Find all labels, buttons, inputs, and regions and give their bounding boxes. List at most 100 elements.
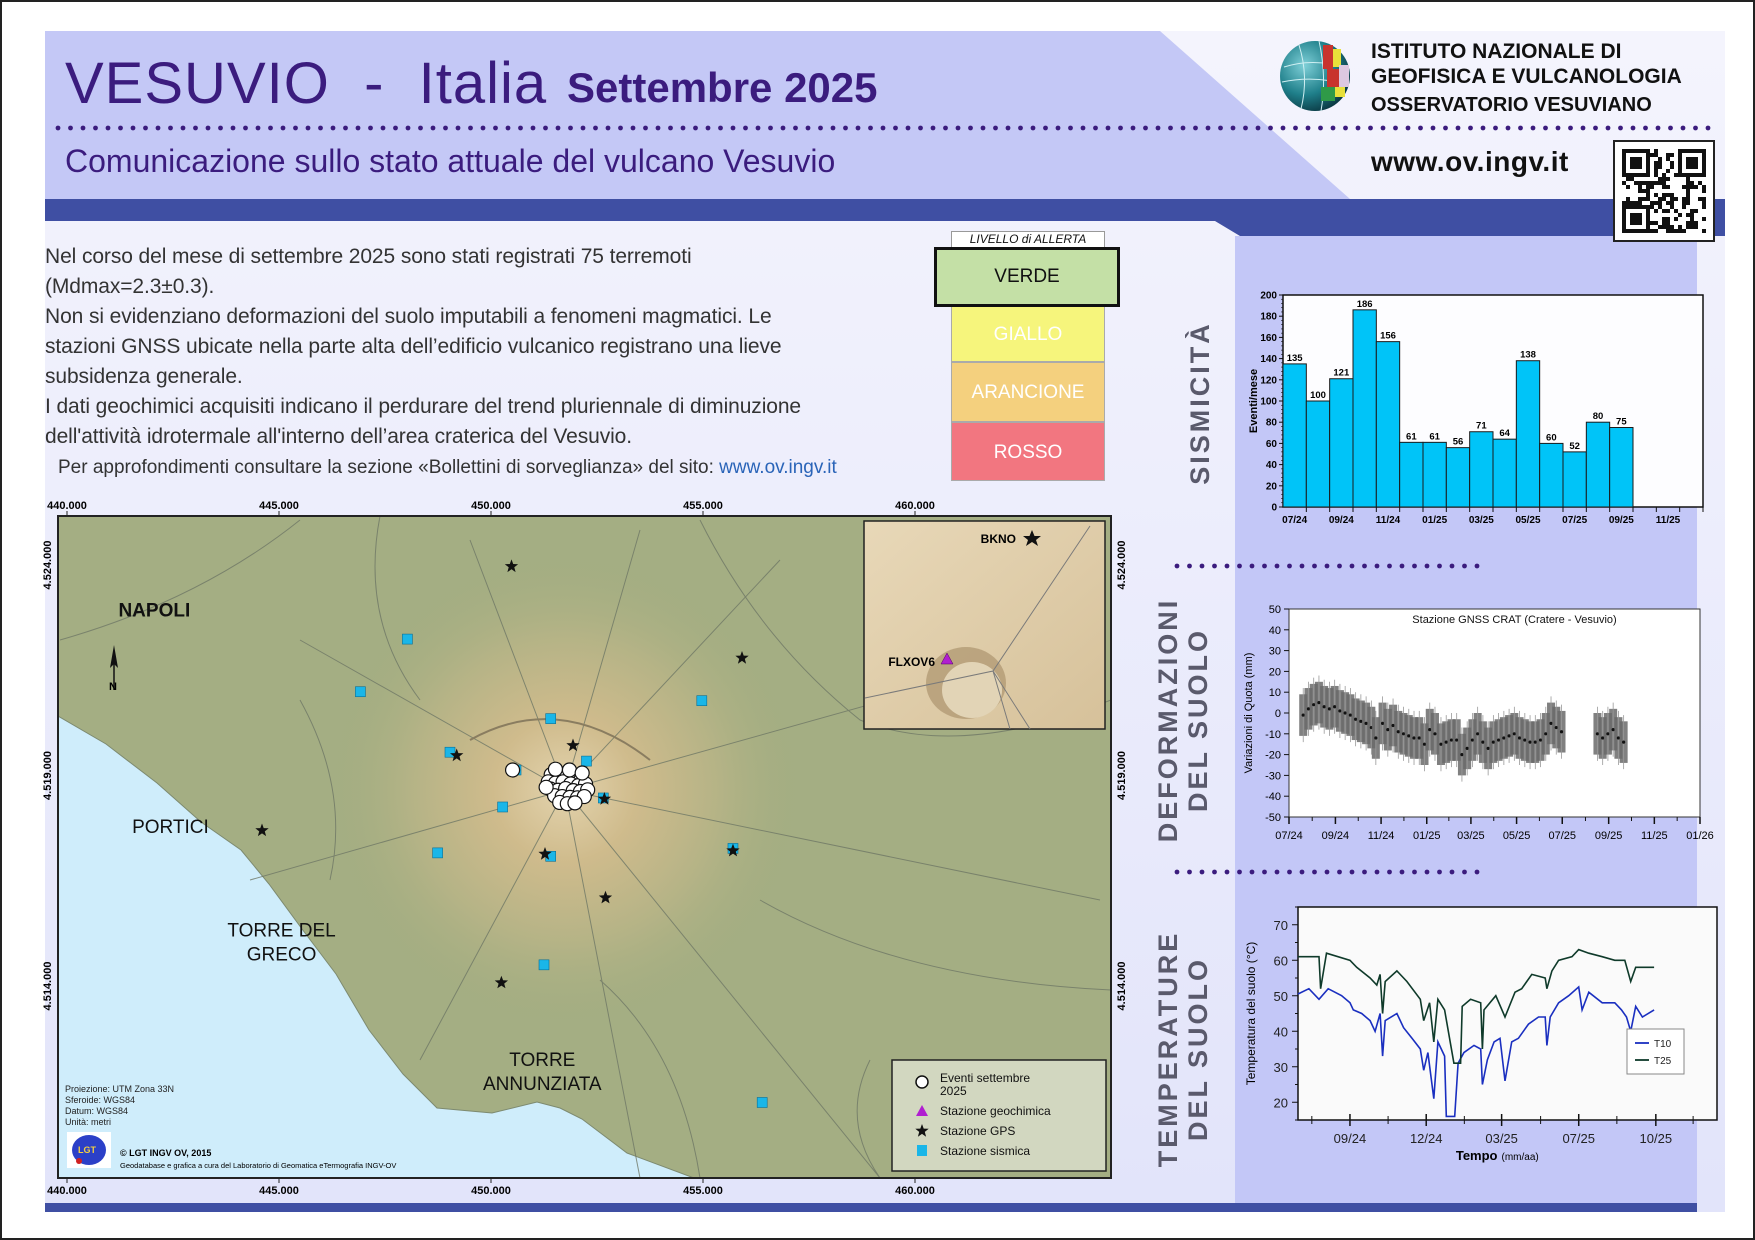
divider-dot <box>1418 125 1423 131</box>
qr-module <box>1654 173 1658 177</box>
earthquake-event-marker[interactable] <box>567 795 583 811</box>
divider-dot <box>580 125 586 131</box>
qr-module <box>1694 225 1698 229</box>
divider-dot <box>818 125 823 131</box>
data-point <box>1507 734 1511 738</box>
divider-dot <box>955 125 961 131</box>
y-tick-label: 80 <box>1266 418 1278 429</box>
gps-station-icon[interactable] <box>450 748 464 762</box>
qr-module <box>1666 157 1670 161</box>
qr-module <box>1634 201 1638 205</box>
data-point <box>1317 701 1321 705</box>
divider-dot <box>730 125 736 131</box>
alert-level-label: LIVELLO di ALLERTA <box>951 231 1105 248</box>
data-point <box>1444 740 1448 744</box>
divider-dot <box>1368 125 1373 131</box>
gps-station-icon[interactable] <box>598 890 613 904</box>
divider-dot <box>680 125 686 131</box>
gnss-point-2024-11-24 <box>1394 704 1403 759</box>
gps-station-icon[interactable] <box>494 975 508 989</box>
seismic-station-icon[interactable] <box>696 695 708 706</box>
qr-module <box>1694 209 1698 213</box>
divider-dot <box>1449 563 1455 569</box>
divider-dot <box>593 125 598 131</box>
y-tick-label: 60 <box>1274 953 1288 968</box>
divider-dot <box>1180 125 1186 131</box>
qr-module <box>1662 197 1666 201</box>
map-y-tick-right: 4.524.000 <box>1116 541 1128 590</box>
qr-module <box>1654 221 1658 225</box>
earthquake-event-marker[interactable] <box>574 765 590 781</box>
gnss-point-2025-01-12 <box>1430 706 1439 761</box>
qr-module <box>1670 225 1674 229</box>
earthquake-event-marker[interactable] <box>538 779 554 795</box>
divider-dot <box>868 125 873 131</box>
seismic-station-icon[interactable] <box>581 755 592 767</box>
data-point <box>1528 740 1532 744</box>
seismic-station-icon[interactable] <box>497 801 508 813</box>
divider-dot <box>1568 125 1573 131</box>
divider-dot <box>1505 125 1511 131</box>
more-info: Per approfondimenti consultare la sezion… <box>58 457 837 479</box>
divider-dot <box>1374 869 1380 875</box>
seismic-station-icon[interactable] <box>444 746 456 758</box>
divider-dot <box>1130 125 1136 131</box>
qr-module <box>1638 181 1642 185</box>
more-info-link[interactable]: www.ov.ingv.it <box>719 457 837 478</box>
earthquake-event-marker[interactable] <box>547 761 564 777</box>
gps-station-icon[interactable] <box>538 847 552 860</box>
data-point <box>1364 721 1368 725</box>
divider-dot <box>1199 869 1205 875</box>
gnss-point-2024-10-12 <box>1362 696 1371 751</box>
x-tick-label: 11/24 <box>1376 515 1401 526</box>
gnss-point-2024-12-08 <box>1404 708 1413 763</box>
divider-dot <box>1005 125 1011 131</box>
data-point <box>1538 738 1543 742</box>
summary-line: subsidenza generale. <box>45 365 243 388</box>
qr-module <box>1642 181 1646 185</box>
divider-dot <box>1268 125 1273 131</box>
gps-station-icon[interactable] <box>726 843 740 857</box>
gps-station-icon[interactable] <box>1023 530 1041 546</box>
gps-station-icon[interactable] <box>597 792 612 805</box>
divider-dot <box>1355 125 1361 131</box>
divider-dot <box>1193 125 1198 131</box>
seismic-station-icon[interactable] <box>432 847 443 859</box>
seismic-station-icon[interactable] <box>545 713 556 724</box>
qr-module <box>1662 225 1666 229</box>
divider-dot <box>168 125 173 131</box>
gnss-point-2025-04-28 <box>1510 706 1519 761</box>
website-link[interactable]: www.ov.ingv.it <box>1371 146 1569 177</box>
gps-station-icon[interactable] <box>255 823 269 837</box>
qr-code[interactable] <box>1613 140 1715 242</box>
divider-dot <box>1655 125 1661 131</box>
qr-module <box>1658 205 1662 209</box>
qr-code-icon <box>1622 149 1706 233</box>
seismic-station-icon[interactable] <box>538 959 550 971</box>
x-tick-label: 05/25 <box>1503 830 1531 842</box>
place-label: TORRE DEL <box>227 920 335 941</box>
data-point <box>1359 719 1363 723</box>
divider-dot <box>1643 125 1648 131</box>
seismic-station-icon[interactable] <box>355 686 366 698</box>
seismicity-chart: 135 100 121 186 156 61 61 56 71 64 138 60 52 80 75 0 20 4… <box>1248 291 1704 526</box>
gps-station-icon[interactable] <box>504 559 519 573</box>
qr-module <box>1622 201 1626 205</box>
divider-dot <box>1580 125 1586 131</box>
seismic-station-icon[interactable] <box>402 633 413 645</box>
divider-dot <box>1330 125 1336 131</box>
divider-dot <box>1274 563 1280 569</box>
geochemical-station-icon[interactable] <box>940 652 954 665</box>
y-tick-label: 200 <box>1260 291 1277 302</box>
data-point <box>1601 736 1605 740</box>
gnss-point-2024-10-05 <box>1356 694 1365 749</box>
seismic-station-icon[interactable] <box>756 1097 768 1108</box>
earthquake-event-marker[interactable] <box>504 762 521 778</box>
gps-station-icon[interactable] <box>566 738 580 752</box>
earthquake-event-marker[interactable] <box>561 762 578 778</box>
data-point <box>1460 753 1464 757</box>
divider-dot <box>1343 125 1348 131</box>
qr-module <box>1686 177 1690 181</box>
gps-station-icon[interactable] <box>735 651 749 664</box>
